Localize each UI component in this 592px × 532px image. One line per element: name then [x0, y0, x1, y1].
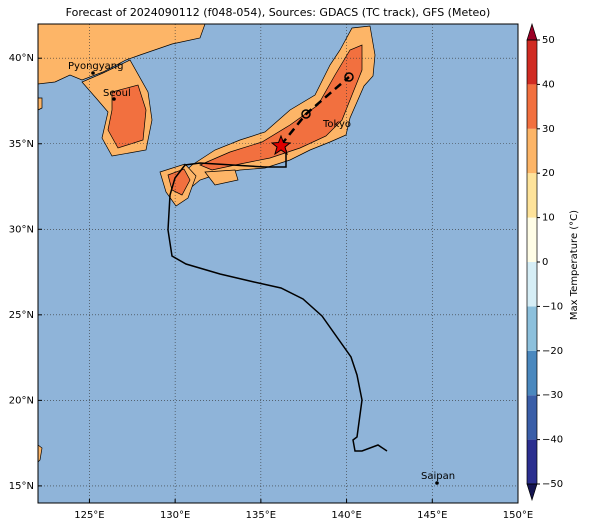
- x-tick-label: 150°E: [503, 510, 533, 521]
- colorbar-segment: [527, 395, 537, 440]
- x-tick-label: 130°E: [160, 510, 190, 521]
- city-label: Saipan: [421, 471, 455, 482]
- mainland: [37, 23, 206, 85]
- colorbar-tick-label: 0: [542, 257, 548, 268]
- tc-track: [167, 150, 388, 452]
- y-tick-label: 25°N: [9, 310, 34, 321]
- tc-position: [270, 134, 292, 156]
- colorbar-segment: [527, 439, 537, 484]
- colorbar-tick-label: −10: [542, 301, 563, 312]
- forecast-point: [344, 72, 354, 82]
- y-tick-label: 40°N: [9, 53, 34, 64]
- colorbar-tick-label: −30: [542, 390, 563, 401]
- colorbar-under: [526, 483, 538, 502]
- taiwan-edge: [37, 97, 43, 111]
- x-tick-label: 125°E: [74, 510, 104, 521]
- map-frame: [37, 23, 519, 504]
- colorbar-tick-label: 40: [542, 79, 555, 90]
- x-tick-label: 135°E: [246, 510, 276, 521]
- colorbar-segment: [527, 173, 537, 218]
- forecast-point: [301, 109, 311, 119]
- korea-warm: [107, 84, 147, 149]
- city-label: Seoul: [103, 88, 131, 99]
- colorbar-tick-label: 30: [542, 124, 555, 135]
- tc-forecast: [280, 76, 350, 146]
- colorbar-segment: [527, 217, 537, 262]
- colorbar-tick-label: −40: [542, 435, 563, 446]
- colorbar-segment: [527, 262, 537, 307]
- colorbar-segment: [527, 306, 537, 351]
- colorbar-tick-label: 50: [542, 35, 555, 46]
- map: [37, 23, 519, 504]
- x-tick-label: 140°E: [331, 510, 361, 521]
- city-label: Tokyo: [322, 119, 351, 130]
- y-tick-label: 15°N: [9, 481, 34, 492]
- colorbar-label: Max Temperature (°C): [569, 210, 580, 320]
- colorbar-tick-label: 20: [542, 168, 555, 179]
- colorbar-over: [526, 22, 538, 41]
- colorbar-segment: [527, 350, 537, 396]
- honshu: [177, 25, 376, 191]
- colorbar-segment: [527, 40, 537, 85]
- city-label: Pyongyang: [68, 61, 123, 72]
- y-tick-label: 30°N: [9, 224, 34, 235]
- city-dot: [91, 71, 95, 75]
- colorbar-tick-label: 10: [542, 213, 555, 224]
- land: [37, 23, 376, 463]
- colorbar-tick-label: −20: [542, 346, 563, 357]
- shikoku: [204, 169, 239, 186]
- colorbar-tick-label: −50: [542, 479, 563, 490]
- y-tick-label: 35°N: [9, 139, 34, 150]
- map-title: Forecast of 2024090112 (f048-054), Sourc…: [66, 6, 491, 19]
- city-dot: [112, 97, 116, 101]
- y-tick-label: 20°N: [9, 395, 34, 406]
- x-tick-label: 145°E: [417, 510, 447, 521]
- city-dot: [435, 481, 439, 485]
- colorbar-segment: [527, 128, 537, 174]
- colorbar: −50 −40 −30 −20 −10 0 10 20 30 40 50 Max Temperatur…: [526, 22, 580, 502]
- colorbar-segment: [527, 84, 537, 129]
